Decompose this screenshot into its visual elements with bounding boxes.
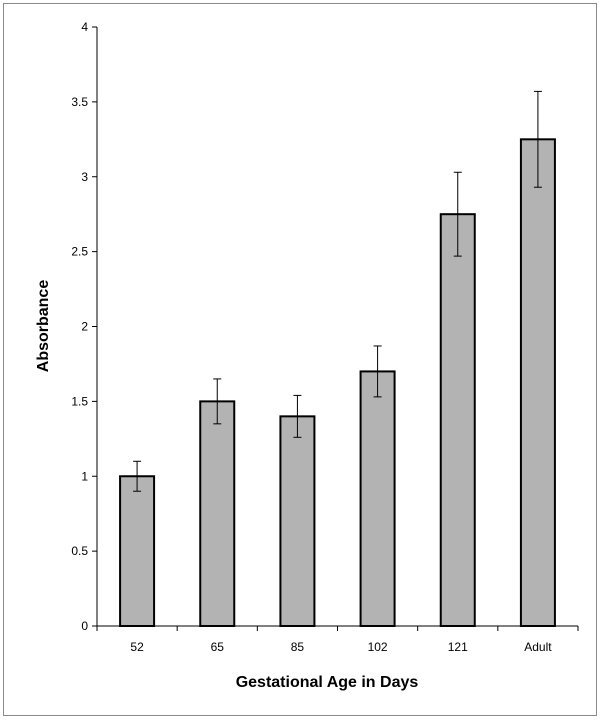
- x-tick-label: 52: [130, 640, 144, 654]
- y-tick-label: 1: [81, 469, 88, 483]
- y-tick-label: 0.5: [71, 544, 88, 558]
- bar: [279, 415, 316, 627]
- error-bars: [133, 90, 542, 492]
- y-tick-label: 0: [81, 619, 88, 633]
- bar: [199, 400, 236, 627]
- y-tick-label: 2: [81, 320, 88, 334]
- y-axis: 0 0.5 1 1.5 2 2.5 3 3.5 4: [71, 20, 98, 633]
- y-tick-label: 1.5: [71, 394, 88, 408]
- y-axis-title: Absorbance: [35, 280, 52, 373]
- x-tick-label: Adult: [524, 640, 552, 654]
- x-tick-label: 121: [448, 640, 468, 654]
- bar: [439, 213, 476, 627]
- y-tick-label: 3: [81, 170, 88, 184]
- bars: [119, 138, 556, 627]
- x-axis: 52 65 85 102 121 Adult: [96, 625, 579, 654]
- x-tick-label: 85: [291, 640, 305, 654]
- bar: [359, 370, 396, 627]
- bar: [519, 138, 556, 627]
- x-axis-title: Gestational Age in Days: [236, 674, 419, 691]
- y-tick-label: 3.5: [71, 95, 88, 109]
- x-tick-label: 65: [211, 640, 225, 654]
- y-tick-label: 4: [81, 20, 88, 34]
- x-tick-label: 102: [368, 640, 388, 654]
- y-tick-label: 2.5: [71, 245, 88, 259]
- bar: [119, 475, 156, 627]
